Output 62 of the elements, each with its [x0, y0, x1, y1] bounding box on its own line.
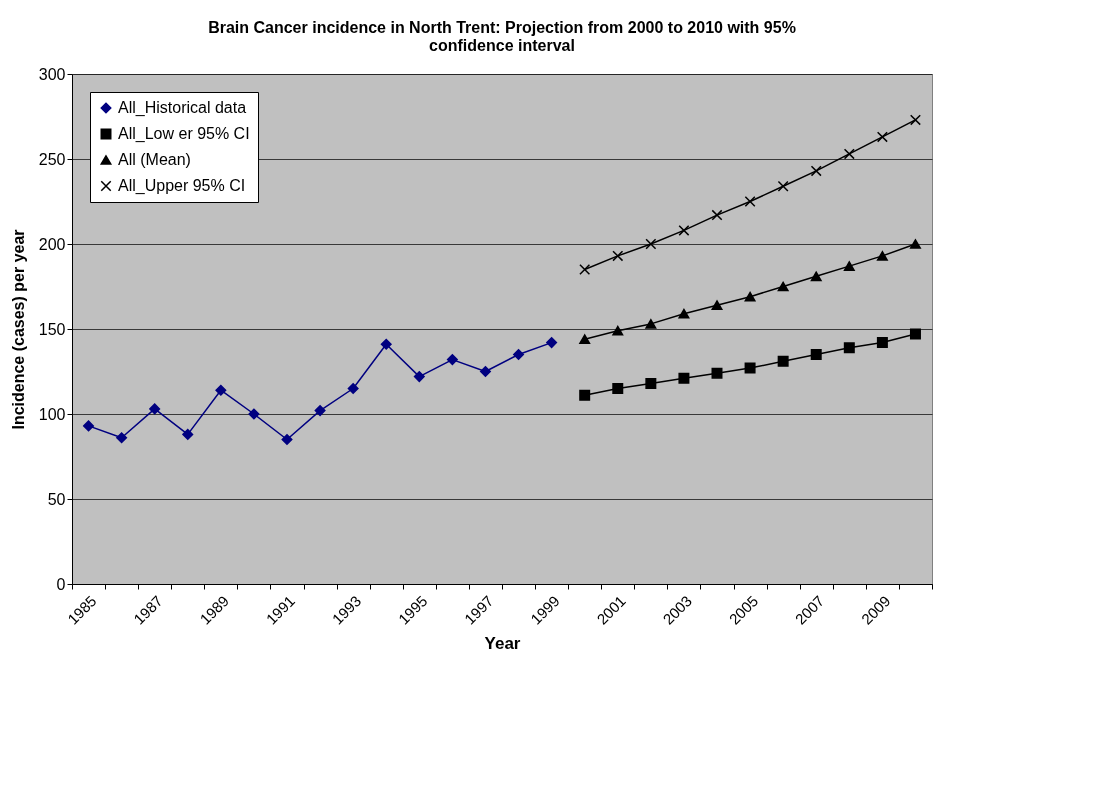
point	[314, 405, 326, 417]
legend-label: All_Historical data	[118, 99, 247, 117]
point	[645, 238, 657, 250]
legend-label: All (Mean)	[118, 151, 191, 168]
point	[711, 209, 723, 221]
point	[149, 403, 161, 415]
point	[579, 334, 591, 345]
point	[744, 196, 756, 207]
point	[182, 428, 194, 440]
y-tick-label: 50	[47, 490, 66, 508]
chart-title: Brain Cancer incidence in North Trent: Projection from 2000 to 2010 with 95% confidence interval	[208, 19, 796, 54]
point	[909, 239, 921, 249]
y-tick-label: 300	[38, 65, 66, 83]
point	[413, 371, 425, 383]
y-tick-label: 150	[38, 320, 66, 338]
point	[711, 300, 723, 311]
point	[513, 349, 525, 360]
point	[479, 366, 491, 377]
point	[579, 389, 591, 401]
point	[777, 281, 789, 292]
point	[711, 367, 723, 379]
point	[810, 349, 822, 360]
point	[380, 338, 392, 350]
point	[116, 432, 128, 444]
point	[446, 354, 458, 366]
point	[744, 362, 756, 374]
point	[579, 264, 591, 275]
point	[777, 355, 789, 367]
point	[810, 165, 822, 177]
point	[678, 224, 690, 236]
point	[678, 372, 690, 384]
point	[645, 319, 657, 329]
point	[777, 180, 789, 192]
point	[347, 383, 359, 394]
y-tick-label: 100	[38, 405, 66, 423]
point	[612, 250, 624, 262]
x-axis-title: Year	[484, 633, 521, 653]
point	[83, 420, 95, 432]
point	[645, 377, 657, 389]
point	[843, 261, 855, 271]
y-tick-label: 250	[38, 150, 66, 168]
point	[612, 325, 624, 336]
point	[744, 291, 756, 302]
point	[248, 408, 260, 420]
legend-label: All_Low er 95% CI	[118, 125, 250, 143]
point	[876, 337, 888, 349]
point	[909, 328, 921, 340]
point	[546, 337, 558, 349]
legend-label: All_Upper 95% CI	[118, 177, 246, 195]
y-tick-label: 0	[56, 575, 66, 593]
y-axis-title: Incidence (cases) per year	[9, 229, 27, 430]
point	[810, 271, 822, 282]
y-tick-label: 200	[38, 235, 66, 253]
point	[678, 308, 690, 319]
point	[876, 251, 888, 261]
point	[215, 384, 227, 396]
point	[612, 383, 624, 394]
point	[843, 342, 855, 354]
point	[843, 148, 855, 160]
point	[876, 131, 888, 143]
point	[281, 434, 293, 445]
point	[909, 114, 921, 126]
